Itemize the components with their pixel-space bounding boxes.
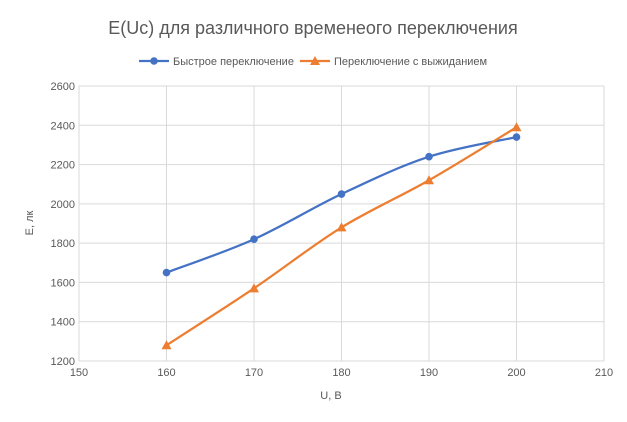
y-tick-label: 2000 [51, 199, 75, 211]
x-axis-label: U, В [320, 390, 341, 402]
data-point-triangle [424, 175, 434, 185]
data-point-triangle [511, 122, 522, 132]
y-tick-label: 1800 [51, 238, 75, 250]
grid: 1200 1400 1600 1800 2000 2200 2400 2600 150 160 17… [51, 81, 614, 379]
data-point-circle [425, 152, 433, 161]
y-tick-label: 2200 [51, 160, 75, 172]
y-axis-label: E, лк [24, 210, 36, 235]
x-tick-label: 170 [245, 367, 263, 379]
x-tick-label: 200 [507, 367, 525, 379]
y-tick-label: 1200 [51, 356, 75, 368]
legend: Быстрое переключение Переключение с выжид… [139, 56, 487, 68]
x-tick-label: 180 [332, 367, 350, 379]
y-tick-label: 1400 [51, 317, 75, 329]
data-point-circle [150, 57, 158, 65]
y-tick-label: 2600 [51, 81, 75, 93]
data-point-circle [337, 190, 346, 198]
data-point-triangle [161, 340, 172, 350]
data-point-circle [250, 235, 258, 244]
x-tick-label: 210 [595, 367, 613, 379]
series-group [161, 122, 522, 350]
x-tick-label: 160 [157, 367, 175, 379]
data-point-circle [162, 268, 171, 277]
data-point-triangle [249, 283, 259, 293]
legend-label: Переключение с выжиданием [334, 56, 487, 68]
data-point-triangle [336, 222, 347, 232]
legend-label: Быстрое переключение [173, 56, 294, 68]
x-tick-label: 150 [70, 367, 88, 379]
data-point-circle [512, 133, 521, 141]
data-point-triangle [310, 56, 320, 65]
y-tick-label: 1600 [51, 277, 75, 289]
x-tick-label: 190 [420, 367, 438, 379]
chart-title: E(Uc) для различного временеого переключ… [108, 18, 517, 38]
y-tick-label: 2400 [51, 120, 75, 132]
